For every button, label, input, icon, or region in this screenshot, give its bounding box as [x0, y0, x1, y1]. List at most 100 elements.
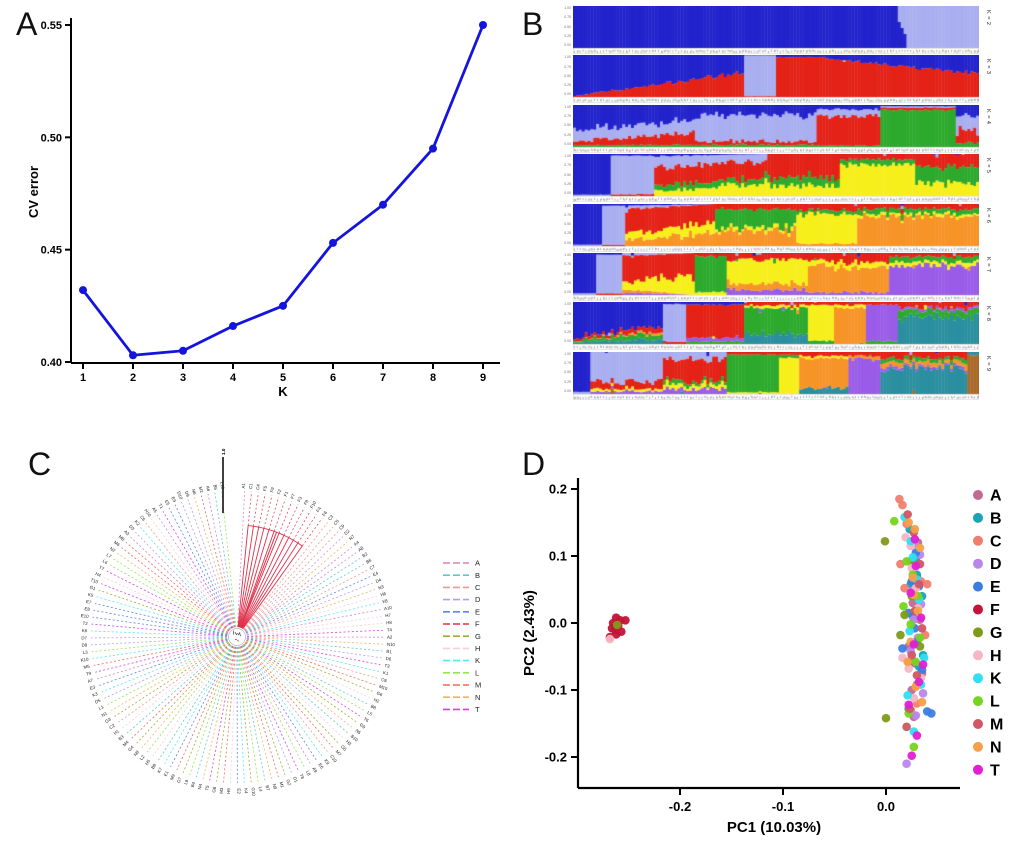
svg-text:E7: E7	[86, 599, 93, 605]
svg-text:F3: F3	[296, 495, 303, 502]
admixture-row-k4: 1.00 0.75 0.50 0.25 0.00 K = 4	[556, 104, 1008, 154]
svg-text:PC1 (10.03%): PC1 (10.03%)	[727, 819, 821, 836]
svg-text:D4: D4	[375, 577, 383, 584]
admixture-row-k5: 1.00 0.75 0.50 0.25 0.00 K = 5	[556, 154, 1008, 203]
svg-text:H7: H7	[385, 612, 392, 618]
svg-text:T8: T8	[299, 773, 306, 780]
svg-text:0.50: 0.50	[41, 132, 62, 144]
svg-text:T3: T3	[384, 663, 391, 669]
panel-d-letter: D	[522, 446, 546, 482]
svg-text:0.45: 0.45	[41, 245, 62, 257]
svg-text:A8: A8	[357, 545, 365, 553]
svg-text:0.1: 0.1	[549, 549, 567, 564]
svg-text:B7: B7	[265, 785, 271, 792]
svg-text:0.40: 0.40	[41, 357, 62, 369]
svg-text:0.2: 0.2	[549, 482, 567, 497]
svg-text:T7: T7	[98, 565, 105, 572]
svg-text:N: N	[990, 739, 1002, 756]
svg-text:E2: E2	[236, 788, 241, 794]
svg-text:L1: L1	[98, 704, 105, 711]
admixture-row-axis-ticks: 1.00 0.75 0.50 0.25 0.00	[564, 302, 571, 344]
svg-text:E6: E6	[317, 762, 324, 770]
admixture-row-k2: 1.00 0.75 0.50 0.25 0.00 K = 2	[556, 6, 1008, 55]
svg-text:M: M	[990, 717, 1003, 734]
admixture-row-k7: 1.00 0.75 0.50 0.25 0.00 K = 7	[556, 253, 1008, 302]
svg-text:H: H	[475, 644, 480, 653]
admixture-row-label: K = 3	[985, 59, 991, 75]
svg-text:K: K	[278, 384, 288, 399]
svg-text:F7: F7	[290, 493, 297, 500]
svg-text:B2: B2	[361, 551, 369, 558]
svg-text:L8: L8	[305, 770, 312, 777]
svg-text:N4: N4	[197, 783, 203, 790]
svg-text:6: 6	[330, 372, 336, 384]
admixture-row-label: K = 8	[985, 306, 991, 322]
svg-text:C: C	[475, 583, 481, 592]
svg-text:M6: M6	[113, 540, 121, 548]
svg-text:B6: B6	[365, 557, 373, 564]
svg-text:T9: T9	[85, 671, 92, 677]
svg-text:G5: G5	[340, 744, 348, 752]
svg-text:N: N	[475, 693, 480, 702]
svg-text:G: G	[475, 632, 481, 641]
svg-text:C7: C7	[369, 564, 377, 571]
admixture-row-label: K = 4	[985, 108, 991, 125]
svg-text:L4: L4	[258, 786, 264, 792]
svg-text:E8: E8	[84, 606, 91, 612]
svg-text:M2: M2	[198, 486, 204, 494]
svg-text:N1: N1	[101, 710, 109, 717]
svg-text:G1: G1	[89, 585, 97, 592]
svg-text:M10: M10	[378, 684, 388, 692]
svg-text:D6: D6	[385, 656, 392, 662]
svg-text:H10: H10	[143, 508, 152, 518]
svg-text:8: 8	[430, 372, 436, 384]
svg-text:A6: A6	[205, 485, 211, 492]
svg-text:D1: D1	[292, 776, 299, 784]
cv-error-line-chart: 0.40 0.45 0.50 0.55 1 2 3 4 5 6 7 8 9 K CV error	[26, 18, 500, 399]
svg-text:CV error: CV error	[26, 166, 41, 218]
svg-text:5: 5	[280, 372, 286, 384]
svg-text:C4: C4	[255, 483, 261, 490]
svg-text:L7: L7	[106, 552, 113, 559]
svg-text:-0.2: -0.2	[545, 750, 567, 765]
svg-text:D5: D5	[94, 698, 102, 705]
svg-text:E10: E10	[81, 613, 90, 619]
svg-text:M1: M1	[279, 781, 286, 789]
svg-text:PC2 (2.43%): PC2 (2.43%)	[521, 590, 538, 676]
svg-text:D8: D8	[81, 642, 87, 647]
svg-text:L: L	[475, 668, 479, 677]
admixture-row-label: K = 7	[985, 257, 991, 273]
svg-text:D10: D10	[176, 491, 184, 501]
svg-text:T10: T10	[90, 577, 99, 585]
svg-text:F9: F9	[269, 486, 275, 493]
svg-text:M: M	[475, 681, 481, 690]
svg-text:-0.2: -0.2	[669, 799, 691, 814]
svg-text:C1: C1	[248, 483, 254, 490]
svg-text:K1: K1	[383, 670, 390, 676]
svg-text:L3: L3	[82, 649, 88, 655]
admixture-row-axis-ticks: 1.00 0.75 0.50 0.25 0.00	[564, 253, 571, 294]
svg-text:T5: T5	[204, 784, 210, 791]
svg-text:G2: G2	[285, 779, 292, 787]
svg-text:F2: F2	[276, 488, 282, 495]
svg-text:G3: G3	[104, 716, 112, 724]
svg-text:T2: T2	[82, 621, 88, 626]
admixture-bars-k2	[573, 6, 979, 54]
svg-text:F8: F8	[303, 498, 310, 505]
svg-text:M3: M3	[219, 787, 225, 794]
svg-text:H4: H4	[95, 571, 103, 578]
panel-c-circular-tree: A1 C1 C4 F5 F9 F2 F1 F7 F3 F8 F10 F4 F6 C3 C5 C9 D2 N7 A4 A…	[0, 430, 512, 855]
svg-text:L: L	[990, 694, 1000, 711]
svg-text:G7: G7	[176, 776, 183, 784]
svg-text:H5: H5	[144, 758, 152, 766]
svg-text:H3: H3	[345, 739, 353, 747]
svg-text:E: E	[990, 579, 1001, 596]
svg-text:K4: K4	[243, 788, 248, 794]
panel-a-cv-error-plot: 0.40 0.45 0.50 0.55 1 2 3 4 5 6 7 8 9 K CV error	[0, 0, 512, 400]
svg-text:-0.1: -0.1	[545, 683, 567, 698]
admixture-bars-k9	[573, 351, 979, 400]
admixture-row-k3: 1.00 0.75 0.50 0.25 0.00 K = 3	[556, 55, 1008, 104]
svg-text:C6: C6	[139, 514, 147, 522]
svg-text:B: B	[990, 510, 1002, 527]
admixture-row-axis-ticks: 1.00 0.75 0.50 0.25 0.00	[564, 203, 571, 245]
